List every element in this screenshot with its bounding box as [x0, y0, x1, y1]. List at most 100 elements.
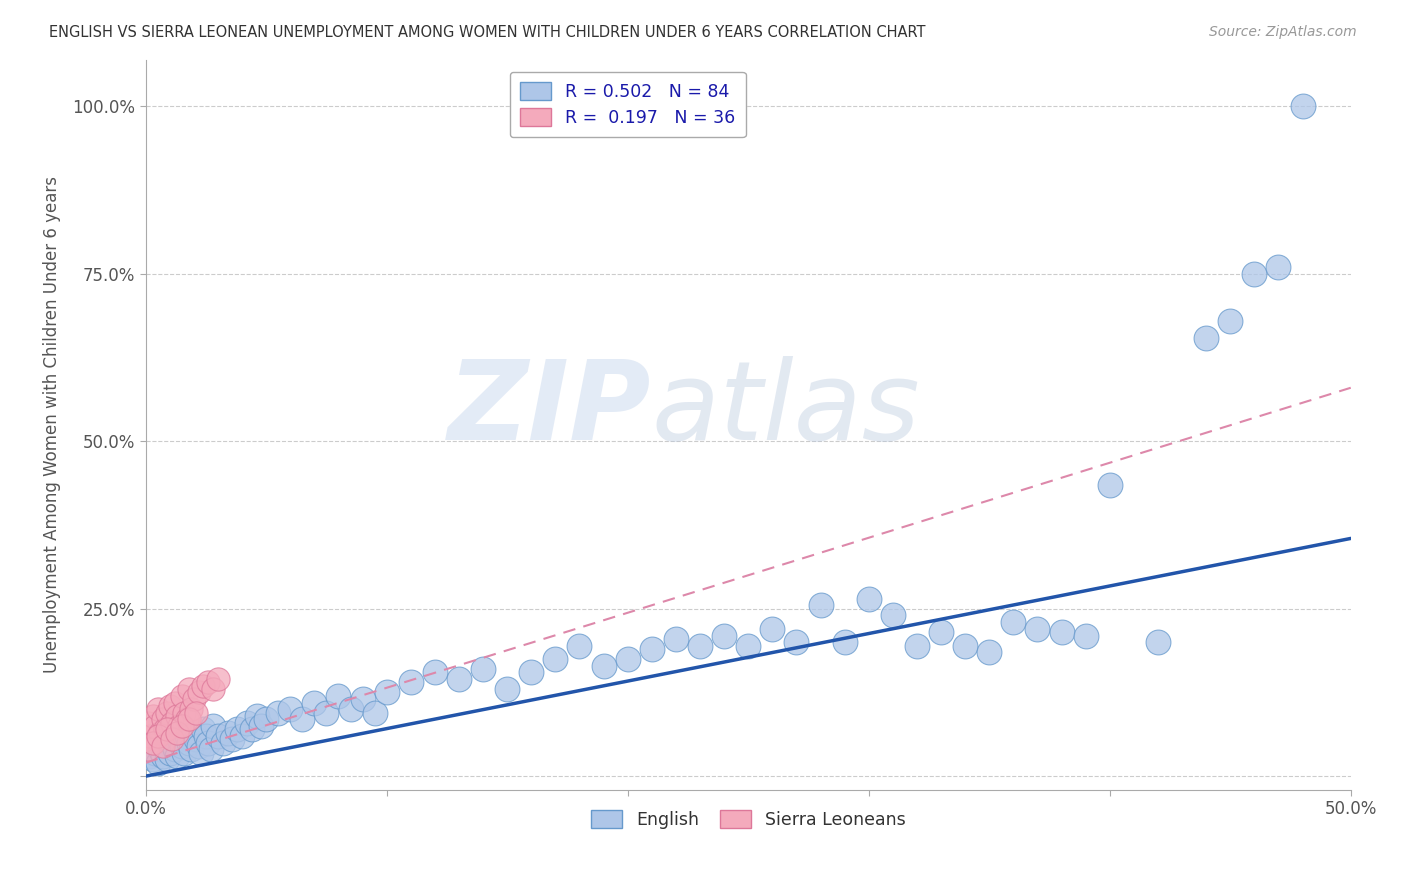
English — [810, 599, 832, 613]
English — [190, 746, 212, 760]
Text: ENGLISH VS SIERRA LEONEAN UNEMPLOYMENT AMONG WOMEN WITH CHILDREN UNDER 6 YEARS C: ENGLISH VS SIERRA LEONEAN UNEMPLOYMENT A… — [49, 25, 925, 40]
English — [245, 709, 267, 723]
English — [375, 685, 398, 699]
English — [953, 639, 976, 653]
English — [882, 608, 904, 623]
English — [1219, 314, 1241, 328]
English — [193, 723, 215, 737]
English — [616, 652, 638, 666]
English — [250, 719, 273, 733]
Y-axis label: Unemployment Among Women with Children Under 6 years: Unemployment Among Women with Children U… — [44, 176, 60, 673]
English — [254, 712, 277, 726]
English — [520, 665, 543, 680]
English — [183, 725, 205, 739]
English — [363, 706, 385, 720]
English — [170, 739, 193, 753]
Sierra Leoneans — [207, 672, 229, 686]
Sierra Leoneans — [169, 719, 191, 733]
Sierra Leoneans — [152, 739, 174, 753]
English — [1195, 330, 1218, 344]
English — [447, 672, 470, 686]
English — [979, 645, 1001, 659]
English — [278, 702, 301, 716]
English — [713, 628, 735, 642]
English — [176, 729, 198, 743]
English — [160, 736, 183, 750]
English — [785, 635, 807, 649]
English — [905, 639, 928, 653]
English — [423, 665, 446, 680]
Sierra Leoneans — [146, 729, 169, 743]
Sierra Leoneans — [159, 698, 181, 713]
Sierra Leoneans — [170, 689, 193, 703]
English — [1291, 99, 1313, 113]
English — [1074, 628, 1097, 642]
English — [689, 639, 711, 653]
Sierra Leoneans — [197, 675, 219, 690]
Sierra Leoneans — [156, 723, 179, 737]
Sierra Leoneans — [177, 682, 200, 697]
Sierra Leoneans — [180, 702, 202, 716]
English — [226, 723, 249, 737]
Text: ZIP: ZIP — [449, 357, 652, 464]
Sierra Leoneans — [170, 719, 193, 733]
Sierra Leoneans — [143, 719, 166, 733]
English — [834, 635, 856, 649]
English — [173, 746, 195, 760]
English — [267, 706, 290, 720]
English — [159, 746, 181, 760]
English — [472, 662, 495, 676]
Sierra Leoneans — [177, 712, 200, 726]
English — [1050, 625, 1073, 640]
English — [143, 746, 166, 760]
English — [217, 725, 239, 739]
English — [641, 642, 664, 657]
English — [211, 736, 233, 750]
English — [186, 732, 208, 747]
Sierra Leoneans — [153, 723, 176, 737]
Sierra Leoneans — [187, 685, 209, 699]
English — [328, 689, 350, 703]
English — [166, 749, 188, 764]
English — [761, 622, 783, 636]
Sierra Leoneans — [166, 709, 188, 723]
English — [1098, 478, 1121, 492]
English — [1002, 615, 1025, 629]
English — [207, 729, 229, 743]
English — [544, 652, 567, 666]
Sierra Leoneans — [183, 692, 205, 706]
English — [1147, 635, 1170, 649]
English — [315, 706, 337, 720]
Sierra Leoneans — [193, 679, 215, 693]
English — [139, 749, 162, 764]
English — [1243, 267, 1265, 281]
English — [496, 682, 519, 697]
Legend: English, Sierra Leoneans: English, Sierra Leoneans — [583, 803, 912, 836]
English — [665, 632, 688, 646]
English — [197, 736, 219, 750]
English — [858, 591, 880, 606]
English — [152, 749, 174, 764]
Sierra Leoneans — [202, 682, 225, 697]
Sierra Leoneans — [156, 706, 179, 720]
English — [291, 712, 314, 726]
English — [240, 723, 263, 737]
English — [149, 742, 172, 756]
English — [1267, 260, 1289, 275]
Sierra Leoneans — [139, 729, 162, 743]
Sierra Leoneans — [136, 715, 159, 730]
English — [177, 736, 200, 750]
English — [163, 742, 186, 756]
English — [200, 742, 222, 756]
Sierra Leoneans — [142, 736, 165, 750]
English — [592, 658, 614, 673]
English — [187, 739, 209, 753]
Sierra Leoneans — [163, 696, 186, 710]
English — [231, 729, 253, 743]
English — [339, 702, 361, 716]
English — [156, 752, 179, 766]
English — [236, 715, 259, 730]
Sierra Leoneans — [173, 706, 195, 720]
Sierra Leoneans — [160, 732, 183, 747]
Sierra Leoneans — [166, 725, 188, 739]
